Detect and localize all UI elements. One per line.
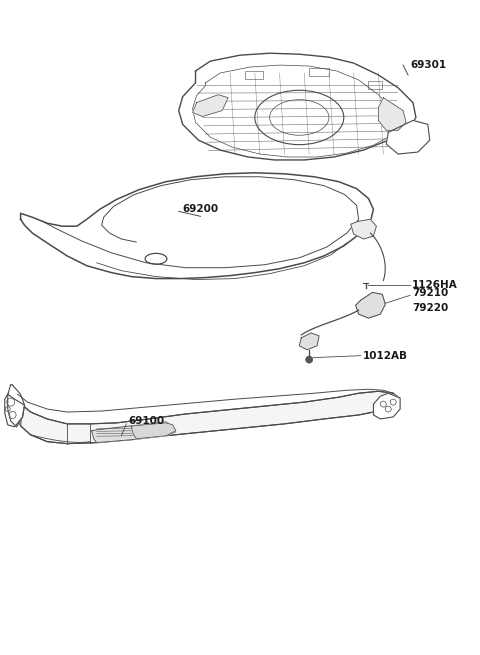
Text: 1126HA: 1126HA <box>412 280 458 290</box>
Circle shape <box>306 356 312 363</box>
Polygon shape <box>8 384 24 427</box>
Polygon shape <box>351 219 376 239</box>
Text: 69100: 69100 <box>128 416 165 426</box>
Polygon shape <box>378 98 406 130</box>
Polygon shape <box>21 173 373 278</box>
Polygon shape <box>356 292 385 318</box>
Bar <box>369 81 383 89</box>
Polygon shape <box>5 394 24 427</box>
Text: 69200: 69200 <box>183 204 219 214</box>
Polygon shape <box>179 53 416 160</box>
Polygon shape <box>21 391 400 443</box>
Text: 69301: 69301 <box>410 60 446 70</box>
Text: 79220: 79220 <box>412 303 448 313</box>
Polygon shape <box>300 333 319 350</box>
Text: 79210: 79210 <box>412 288 448 299</box>
Polygon shape <box>92 422 176 443</box>
Text: 1012AB: 1012AB <box>362 350 408 361</box>
Polygon shape <box>373 393 400 419</box>
Bar <box>309 68 329 76</box>
Polygon shape <box>386 121 430 154</box>
Polygon shape <box>192 95 228 117</box>
Polygon shape <box>17 391 393 443</box>
Bar <box>245 71 263 79</box>
Polygon shape <box>131 423 176 439</box>
